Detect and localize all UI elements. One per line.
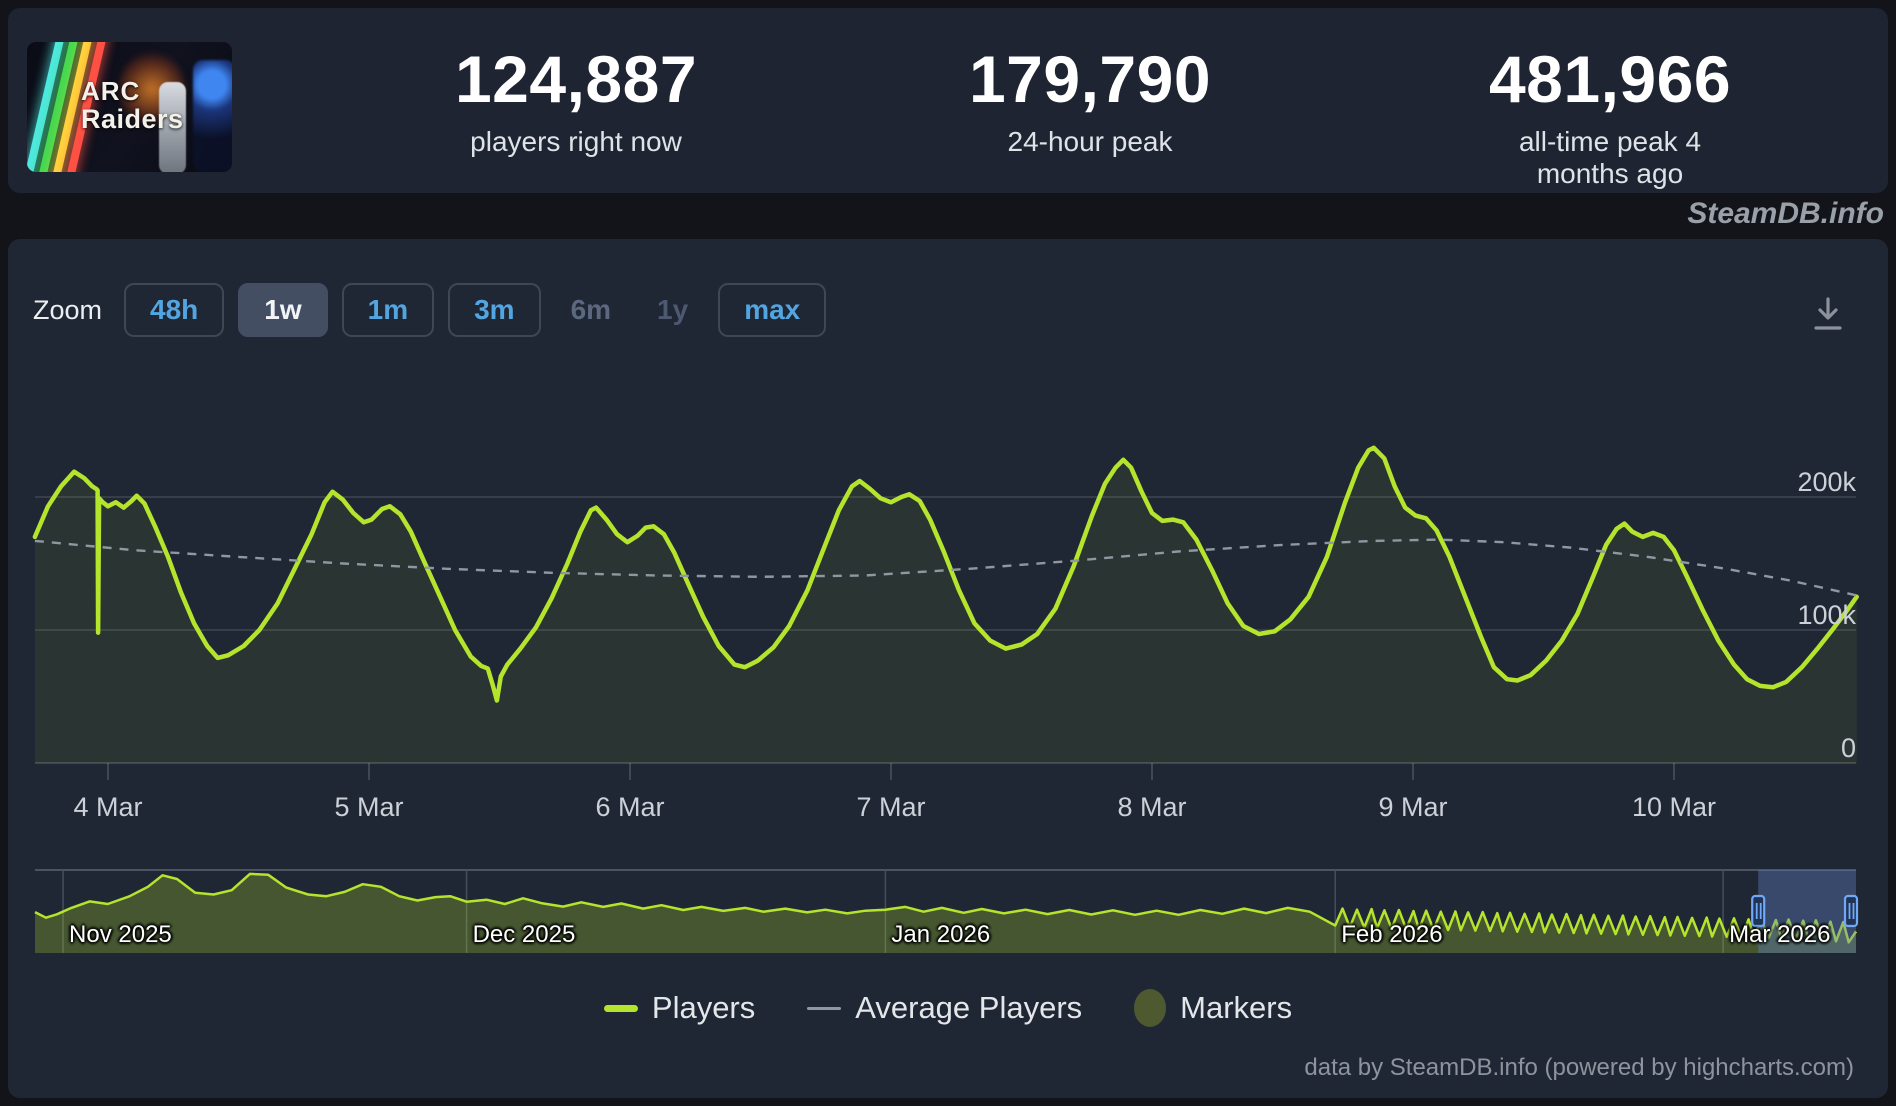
stat-current-players: 124,887 players right now: [455, 46, 697, 158]
game-logo-line1: ARC: [81, 76, 141, 106]
capsule-art-blue-figure: [193, 60, 232, 172]
24h-peak-label: 24-hour peak: [1007, 126, 1173, 157]
capsule-art-white-figure: [159, 82, 186, 172]
legend-players-label: Players: [651, 990, 756, 1025]
zoom-button-1w[interactable]: 1w: [238, 283, 328, 337]
chart-legend: Players Average Players Markers: [8, 989, 1888, 1027]
steamdb-watermark: SteamDB.info: [1687, 197, 1884, 230]
zoom-button-max[interactable]: max: [718, 283, 827, 337]
stat-24h-peak: 179,790 24-hour peak: [969, 46, 1211, 158]
legend-markers-label: Markers: [1180, 990, 1293, 1025]
game-logo: ARC Raiders: [81, 78, 184, 133]
alltime-peak-value: 481,966: [1488, 42, 1732, 116]
zoom-label: Zoom: [33, 294, 103, 325]
zoom-button-1y: 1y: [657, 294, 689, 325]
markers-circle-swatch: [1134, 989, 1167, 1027]
zoom-button-6m: 6m: [570, 294, 612, 325]
legend-item-markers[interactable]: Markers: [1134, 989, 1292, 1027]
legend-item-players[interactable]: Players: [603, 990, 756, 1026]
download-icon[interactable]: [1810, 295, 1846, 333]
header-panel: ARC Raiders 124,887 players right now 17…: [8, 8, 1888, 193]
alltime-peak-label: all-time peak 4 months ago: [1518, 126, 1702, 189]
legend-item-average-players[interactable]: Average Players: [807, 990, 1082, 1026]
zoom-button-1m[interactable]: 1m: [341, 283, 435, 337]
players-line-swatch: [603, 1004, 638, 1012]
zoom-button-3m[interactable]: 3m: [448, 283, 541, 337]
chart-credit: data by SteamDB.info (powered by highcha…: [1304, 1054, 1854, 1081]
game-capsule-image[interactable]: ARC Raiders: [27, 42, 232, 172]
current-players-label: players right now: [470, 126, 682, 157]
game-logo-line2: Raiders: [81, 104, 184, 134]
chart-panel: Zoom 48h 1w 1m 3m 6m 1y max Players Average Pl…: [8, 239, 1888, 1098]
stat-alltime-peak: 481,966 all-time peak 4 months ago: [1471, 46, 1749, 190]
zoom-buttons: 48h 1w 1m 3m 6m 1y max: [124, 283, 827, 337]
zoom-toolbar: Zoom 48h 1w 1m 3m 6m 1y max: [33, 283, 827, 337]
legend-average-players-label: Average Players: [855, 990, 1083, 1025]
average-players-line-swatch: [807, 1006, 842, 1010]
zoom-button-48h[interactable]: 48h: [124, 283, 225, 337]
24h-peak-value: 179,790: [968, 42, 1212, 116]
current-players-value: 124,887: [454, 42, 698, 116]
